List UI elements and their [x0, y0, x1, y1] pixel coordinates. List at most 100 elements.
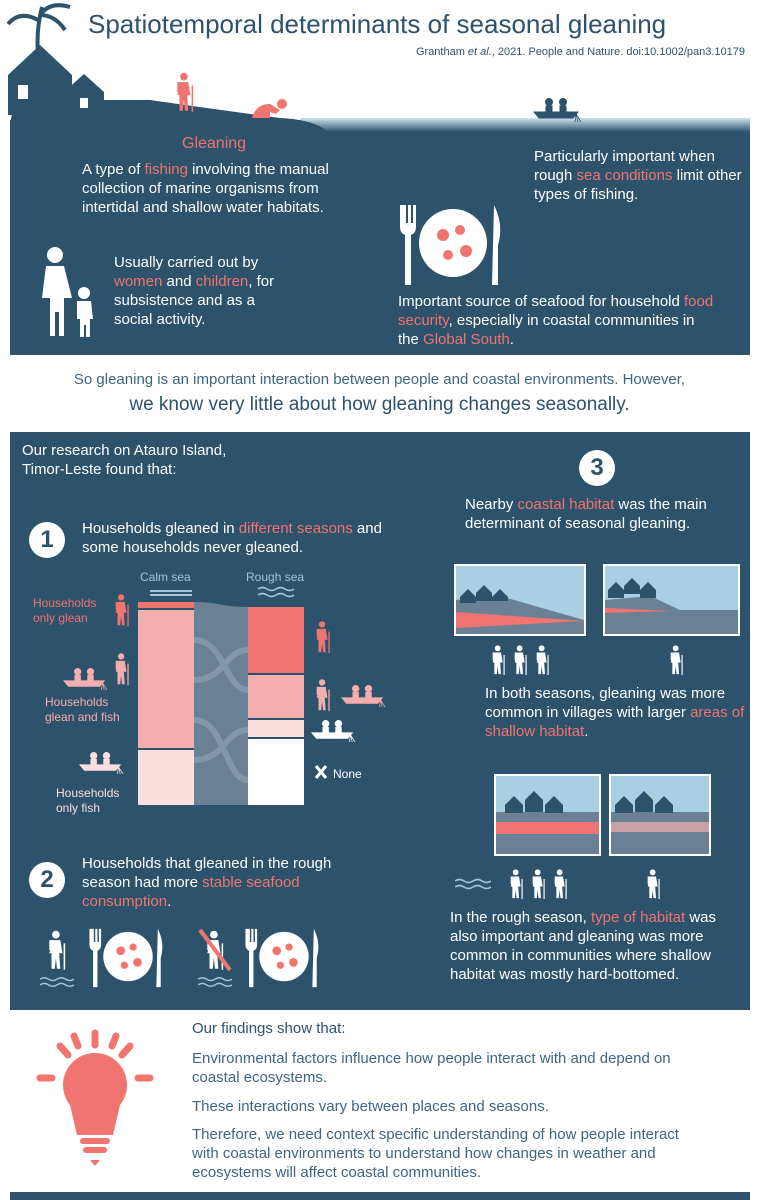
group-label: Households only fish	[56, 786, 120, 815]
graphic	[10, 432, 750, 1010]
graphic	[10, 1192, 750, 1200]
text-part: , especially in coastal communities in t…	[398, 312, 695, 348]
text-part: women	[114, 273, 163, 290]
text-part: .	[167, 893, 172, 910]
calm-label: Calm sea	[140, 570, 191, 584]
women-note: Usually carried out by women and childre…	[114, 253, 284, 329]
graphic	[608, 578, 656, 598]
text-part: areas of shallow habitat	[485, 704, 745, 740]
graphic	[77, 301, 93, 337]
text-part: A type of	[82, 161, 145, 178]
research-intro: Our research on Atauro Island, Timor-Les…	[22, 442, 227, 478]
conclusion-point: These interactions vary between places a…	[192, 1098, 549, 1115]
graphic	[36, 1029, 154, 1082]
graphic	[70, 1105, 120, 1135]
graphic	[248, 720, 304, 737]
graphic	[47, 247, 63, 263]
text-part: different seasons	[238, 520, 353, 537]
text-part: Grantham	[415, 46, 468, 58]
text-part: fishing	[144, 161, 188, 178]
graphic	[6, 3, 71, 56]
text-part: Global South	[423, 331, 510, 348]
graphic	[248, 739, 304, 805]
habitat-text: In both seasons, gleaning was more commo…	[485, 684, 745, 741]
text-part: In both seasons, gleaning was more commo…	[485, 685, 726, 721]
graphic	[460, 585, 508, 603]
text-part: Households that gleaned in the rough sea…	[82, 855, 332, 891]
rough-note: Particularly important when rough sea co…	[534, 147, 749, 204]
citation: Grantham et al., 2021. People and Nature…	[416, 43, 745, 62]
finding-text: Households that gleaned in the rough sea…	[82, 854, 382, 911]
text-part: Usually carried out by	[114, 254, 259, 271]
text-part: Particularly important when rough	[534, 148, 715, 184]
conclusion-point: Therefore, we need context specific unde…	[192, 1126, 679, 1181]
graphic	[10, 120, 750, 355]
graphic	[505, 791, 563, 813]
graphic	[78, 287, 90, 299]
graphic	[138, 602, 194, 608]
text-part: and some households never gleaned.	[82, 520, 382, 556]
graphic	[615, 791, 673, 813]
rough-label: Rough sea	[246, 570, 305, 584]
text-part: type of habitat	[590, 909, 686, 926]
text-part: Households gleaned in	[82, 520, 239, 537]
graphic	[42, 247, 93, 337]
graphic	[80, 1138, 110, 1144]
text-part: .	[584, 723, 589, 740]
graphic	[198, 928, 232, 972]
finding-number: 2	[29, 862, 65, 898]
finding-number: 3	[579, 450, 615, 486]
graphic	[611, 822, 709, 832]
bridge-line2: we know very little about how gleaning c…	[129, 394, 630, 415]
text-part: , 2021. People and Nature. doi:10.1002/p…	[491, 46, 745, 58]
graphic	[252, 104, 280, 118]
graphic	[248, 607, 304, 673]
definition: A type of fishing involving the manual c…	[82, 160, 367, 217]
graphic	[80, 98, 88, 108]
graphic	[456, 612, 584, 628]
bridge-line1: So gleaning is an important interaction …	[73, 371, 686, 388]
text-part: Nearby	[465, 496, 518, 513]
gleaning-title: Gleaning	[182, 135, 247, 152]
text-part: .	[509, 331, 514, 348]
graphic	[314, 765, 328, 779]
graphic	[460, 578, 673, 813]
graphic	[605, 596, 738, 634]
graphic	[83, 1147, 107, 1153]
graphic	[138, 610, 194, 748]
graphic	[64, 74, 104, 118]
group-label: Households glean and fish	[45, 695, 120, 724]
text-part: coastal habitat	[517, 496, 615, 513]
graphic	[8, 45, 72, 115]
graphic	[63, 1053, 127, 1117]
title: Spatiotemporal determinants of seasonal …	[88, 9, 667, 39]
finding-number: 1	[29, 522, 65, 558]
text-part: was the main determinant of seasonal gle…	[465, 496, 707, 532]
text-part: limit other types of fishing.	[534, 167, 742, 203]
graphic	[150, 594, 192, 596]
graphic	[18, 85, 28, 99]
food-note: Important source of seafood for househol…	[398, 292, 718, 349]
text-part: children	[195, 273, 249, 290]
text-part: sea conditions	[576, 167, 673, 184]
finding-text: Nearby coastal habitat was the main dete…	[465, 495, 745, 533]
graphic	[150, 590, 192, 592]
graphic	[193, 637, 249, 783]
conclusions-title: Our findings show that:	[192, 1020, 346, 1037]
text-part: et al.	[467, 46, 492, 58]
text-part: , for subsistence and as a social activi…	[114, 273, 275, 328]
conclusion-point: Environmental factors influence how peop…	[192, 1050, 671, 1086]
graphic	[36, 1029, 154, 1082]
finding-text: Households gleaned in different seasons …	[82, 519, 392, 557]
text-part: was also important and gleaning was more…	[450, 909, 717, 983]
graphic	[611, 812, 709, 854]
graphic	[300, 118, 750, 132]
text-part: involving the manual collection of marin…	[82, 161, 329, 216]
graphic	[277, 99, 287, 109]
graphic	[42, 266, 72, 336]
graphic	[138, 750, 194, 805]
text-part: In the rough season,	[450, 909, 591, 926]
graphic	[496, 822, 599, 834]
group-label: Households only glean	[33, 596, 97, 625]
